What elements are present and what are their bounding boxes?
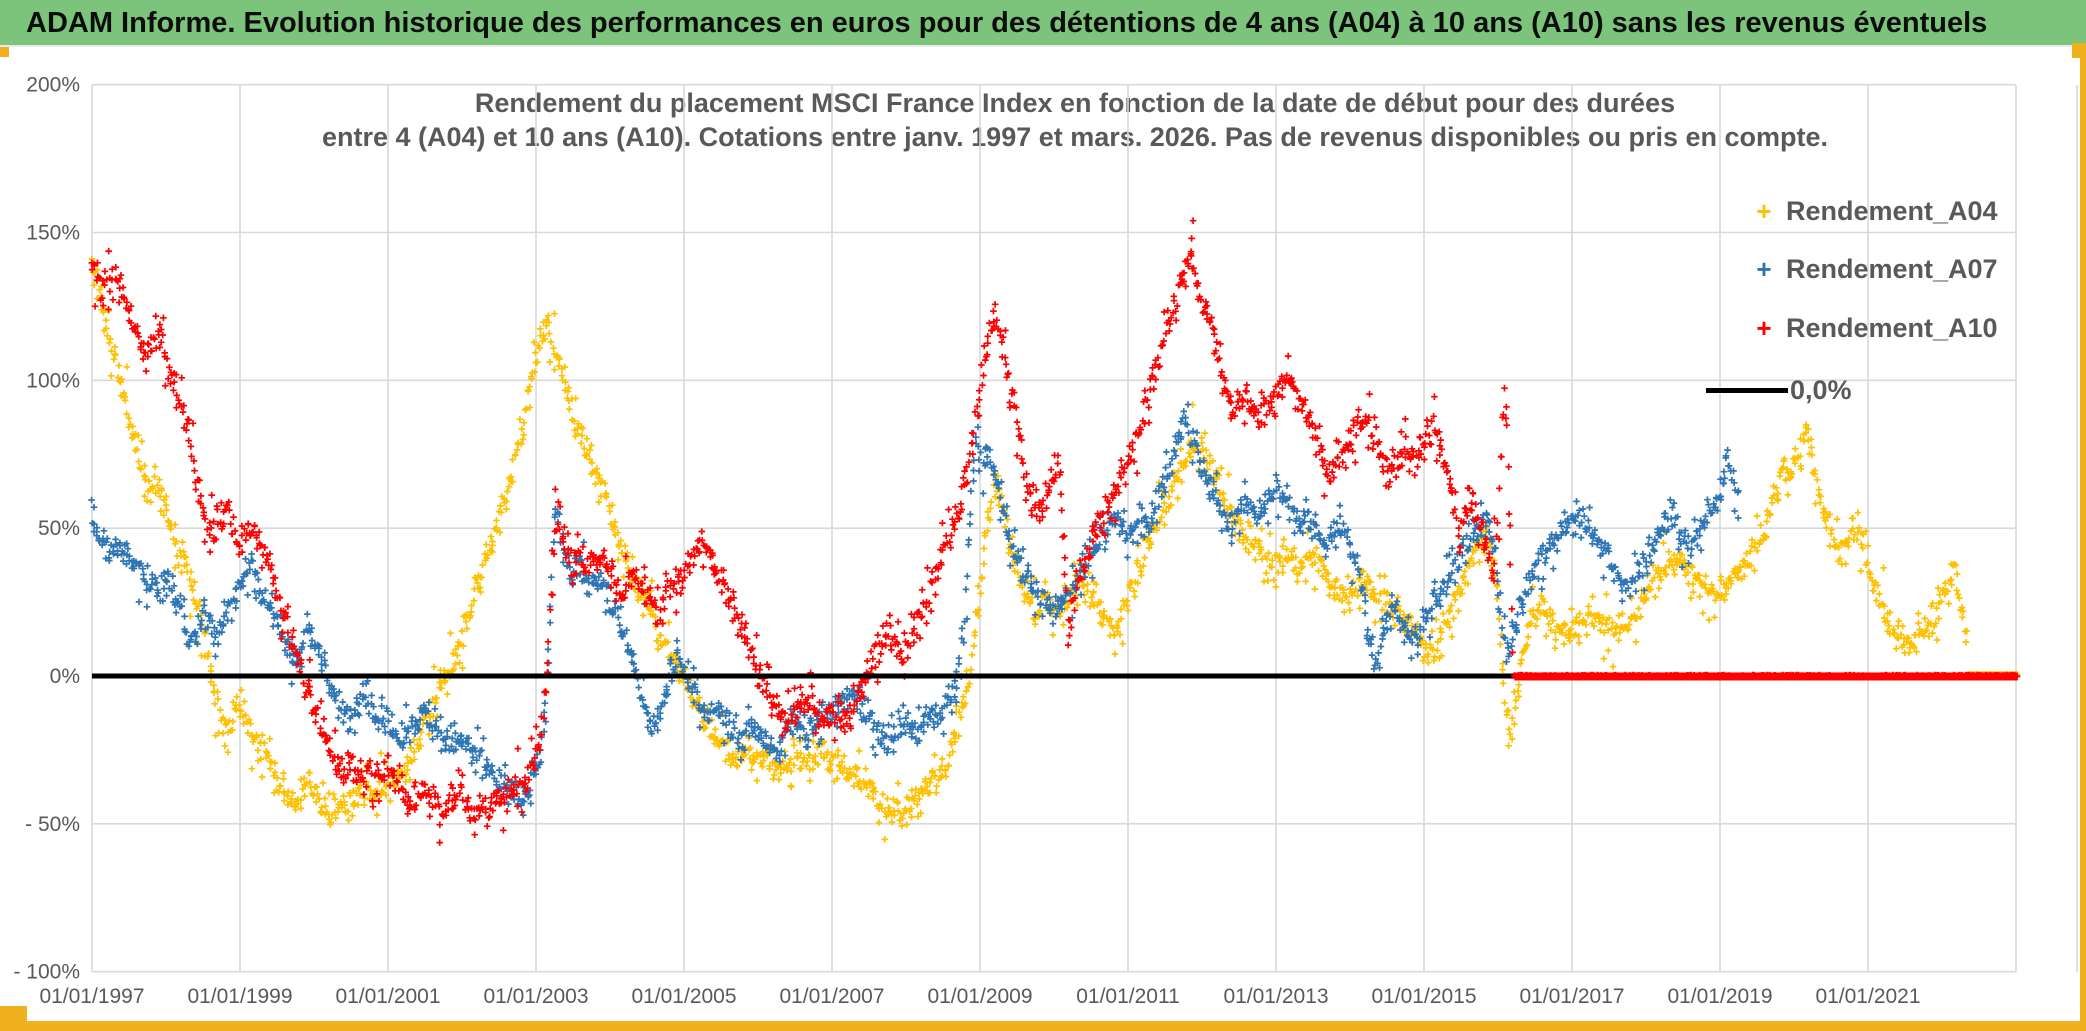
chart-title-line1: Rendement du placement MSCI France Index…	[474, 88, 1676, 118]
gold-accent-top-left	[0, 47, 9, 57]
svg-text:150%: 150%	[26, 222, 80, 245]
svg-text:01/01/2011: 01/01/2011	[1076, 985, 1180, 1008]
svg-text:50%: 50%	[38, 517, 80, 540]
legend-item-rendement-a07[interactable]: + Rendement_A07	[1742, 251, 1998, 287]
svg-text:200%: 200%	[26, 74, 80, 97]
svg-text:01/01/2013: 01/01/2013	[1223, 985, 1328, 1008]
legend-item-zero-line[interactable]: 0,0%	[1706, 372, 1852, 408]
plus-marker-icon: +	[1756, 313, 1772, 343]
svg-text:01/01/2009: 01/01/2009	[927, 985, 1032, 1008]
svg-text:01/01/2021: 01/01/2021	[1815, 985, 1920, 1008]
svg-text:01/01/2019: 01/01/2019	[1667, 985, 1772, 1008]
plus-marker-icon: +	[1756, 254, 1772, 284]
svg-text:01/01/1997: 01/01/1997	[39, 985, 144, 1008]
svg-text:01/01/2001: 01/01/2001	[335, 985, 440, 1008]
plus-marker-icon: +	[1756, 196, 1772, 226]
legend-label: Rendement_A10	[1786, 312, 1998, 343]
gold-accent-bottom-bar	[0, 1021, 2086, 1031]
zero-line-swatch-icon	[1706, 387, 1788, 393]
svg-text:01/01/2003: 01/01/2003	[483, 985, 588, 1008]
svg-text:01/01/2017: 01/01/2017	[1519, 985, 1624, 1008]
legend-label: Rendement_A04	[1786, 195, 1998, 226]
banner-title: ADAM Informe. Evolution historique des p…	[0, 0, 2086, 47]
svg-text:01/01/2015: 01/01/2015	[1371, 985, 1476, 1008]
gridlines	[91, 83, 2078, 973]
chart-title-line2: entre 4 (A04) et 10 ans (A10). Cotations…	[321, 122, 1829, 152]
series-rendement-a04	[88, 255, 1971, 843]
series-rendement-a10	[88, 217, 1516, 846]
svg-text:01/01/1999: 01/01/1999	[187, 985, 292, 1008]
legend-item-rendement-a10[interactable]: + Rendement_A10	[1742, 310, 1998, 346]
gold-accent-bottom-left	[0, 1006, 27, 1021]
series-rendement-a07	[88, 401, 1742, 819]
svg-text:01/01/2005: 01/01/2005	[631, 985, 736, 1008]
gold-accent-right-strip	[2080, 47, 2086, 1031]
svg-text:100%: 100%	[26, 369, 80, 392]
legend-label: 0,0%	[1790, 374, 1852, 405]
svg-text:- 100%: - 100%	[13, 961, 80, 984]
legend-label: Rendement_A07	[1786, 253, 1998, 284]
legend-item-rendement-a04[interactable]: + Rendement_A04	[1742, 193, 1998, 229]
y-axis-labels: 200% 150% 100% 50% 0% - 50% - 100%	[13, 74, 80, 984]
svg-text:0%: 0%	[50, 665, 80, 688]
svg-text:01/01/2007: 01/01/2007	[779, 985, 884, 1008]
svg-text:- 50%: - 50%	[25, 813, 80, 836]
x-axis-labels: 01/01/1997 01/01/1999 01/01/2001 01/01/2003…	[39, 985, 1920, 1008]
